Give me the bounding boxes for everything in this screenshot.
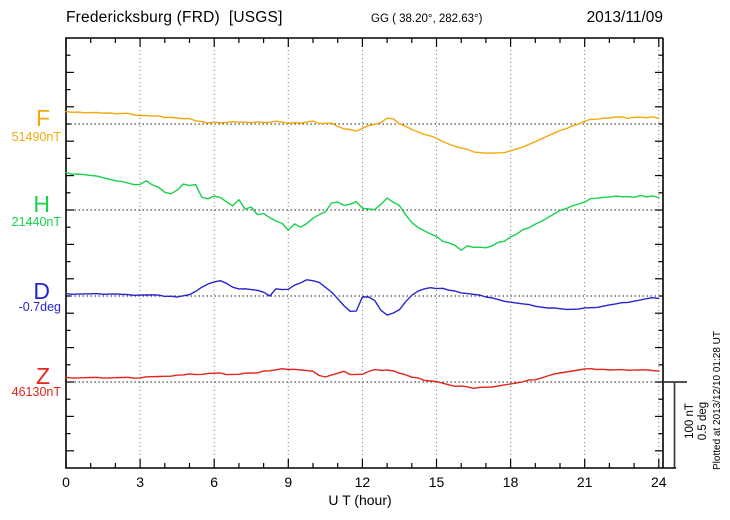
trace-z <box>65 368 660 390</box>
hour-label-0: 0 <box>62 474 70 490</box>
x-axis-title: U T (hour) <box>328 492 392 508</box>
channel-label-f: F <box>35 105 50 131</box>
hour-label-18: 18 <box>502 474 519 490</box>
channel-baseline-h: 21440nT <box>11 215 61 229</box>
trace-d <box>65 279 660 316</box>
hour-label-6: 6 <box>210 474 219 490</box>
hour-label-21: 21 <box>576 474 593 490</box>
channel-baseline-f: 51490nT <box>11 130 61 144</box>
hour-label-3: 3 <box>136 474 144 490</box>
scale-nt-label: 100 nT <box>684 403 696 439</box>
scale-bar-labels: 100 nT 0.5 deg <box>684 384 710 458</box>
channel-label-z: Z <box>35 363 50 389</box>
trace-h <box>65 171 660 251</box>
channel-baseline-z: 46130nT <box>11 385 61 399</box>
trace-f <box>65 110 660 154</box>
geo-coordinates: GG ( 38.20°, 282.63°) <box>371 13 483 25</box>
plot-date: 2013/11/09 <box>586 9 663 26</box>
scale-deg-label: 0.5 deg <box>697 401 709 441</box>
channel-label-h: H <box>33 191 50 217</box>
channel-baseline-d: -0.7deg <box>18 300 61 314</box>
plotted-at-note: Plotted at 2013/12/10 01:28 UT <box>712 331 723 470</box>
channel-label-d: D <box>33 278 50 304</box>
hour-label-12: 12 <box>354 474 371 490</box>
hour-label-15: 15 <box>428 474 445 490</box>
station-title: Fredericksburg (FRD) [USGS] <box>66 9 283 26</box>
hour-label-24: 24 <box>651 474 667 490</box>
hour-label-9: 9 <box>284 474 293 490</box>
